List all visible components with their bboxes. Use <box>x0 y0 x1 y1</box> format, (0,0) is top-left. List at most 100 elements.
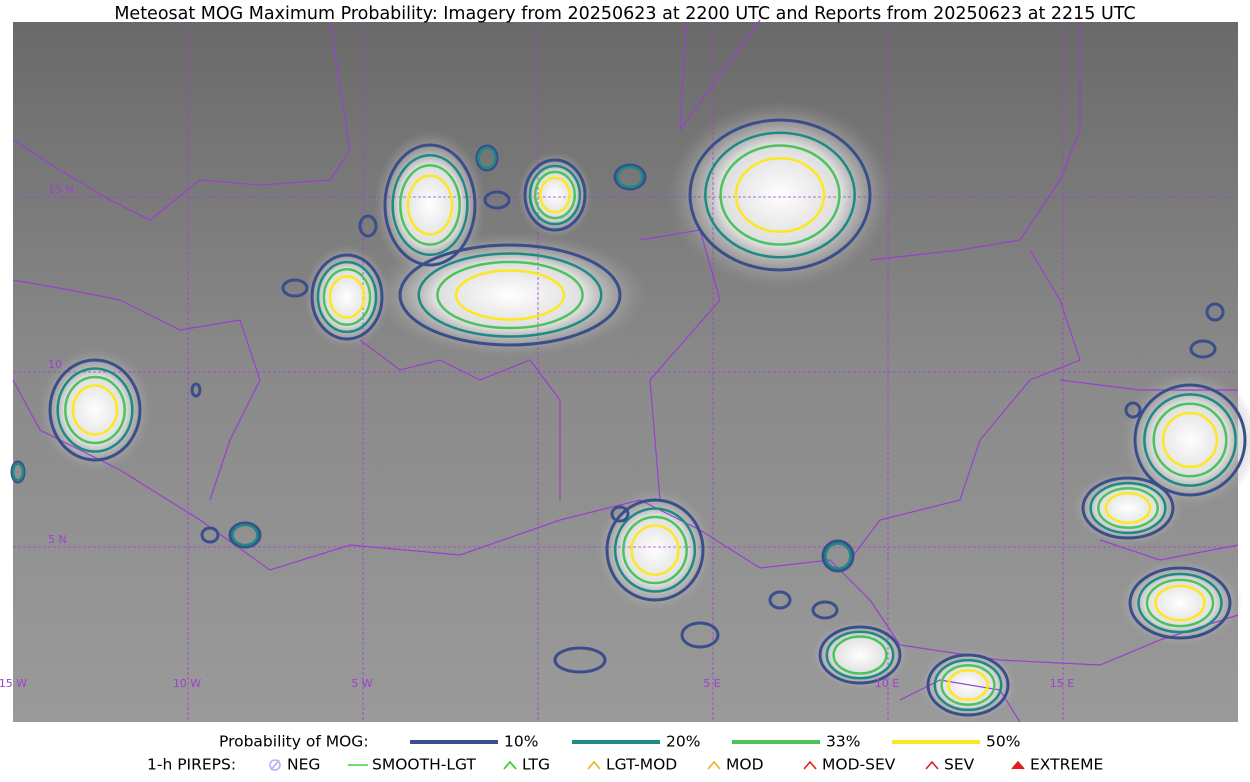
contour <box>483 190 511 210</box>
contour <box>825 630 895 680</box>
contour <box>316 260 378 334</box>
contour <box>1152 402 1228 478</box>
contour <box>734 157 826 233</box>
contour <box>358 214 378 238</box>
contour <box>383 143 477 267</box>
lat-label: 5 N <box>48 533 67 546</box>
contour <box>613 163 647 191</box>
cloud <box>517 151 593 239</box>
contour <box>1128 566 1232 640</box>
contour <box>821 539 855 573</box>
lon-label: 15 W <box>0 677 27 690</box>
contour <box>406 174 454 236</box>
contour <box>56 367 134 453</box>
contour <box>454 269 566 321</box>
contour <box>1097 486 1159 530</box>
contour <box>940 663 996 707</box>
contour <box>605 498 705 602</box>
contour <box>477 146 497 170</box>
contour <box>231 523 259 547</box>
contour <box>322 268 372 326</box>
lat-label: 15 N <box>48 183 74 196</box>
contour <box>417 252 603 338</box>
contour <box>398 243 622 347</box>
contour <box>528 164 582 226</box>
pirep-icon <box>925 760 939 770</box>
contour <box>190 382 202 398</box>
pirep-label: SMOOTH-LGT <box>372 756 476 774</box>
pirep-icon <box>587 760 601 770</box>
contour <box>399 164 461 246</box>
contour <box>475 144 499 172</box>
contour <box>719 144 841 246</box>
lon-label: 15 E <box>1050 677 1074 690</box>
cloud <box>1121 371 1250 509</box>
contour <box>926 653 1010 717</box>
contour <box>1089 481 1167 535</box>
legend-label: 10% <box>504 733 538 751</box>
pirep-label: LGT-MOD <box>606 756 677 774</box>
pirep-label: MOD <box>726 756 764 774</box>
contour <box>704 131 856 259</box>
contour <box>553 646 607 674</box>
pirep-icon <box>503 760 517 770</box>
contour <box>1205 302 1225 322</box>
contour <box>48 358 142 462</box>
contour <box>523 158 587 232</box>
contour <box>933 658 1003 712</box>
contour <box>824 542 852 570</box>
contour <box>1124 401 1142 419</box>
contour <box>613 507 697 593</box>
legend-title: Probability of MOG: <box>219 733 369 751</box>
lon-label: 10 W <box>173 677 201 690</box>
contour <box>533 170 577 220</box>
title: Meteosat MOG Maximum Probability: Imager… <box>114 4 1135 24</box>
contour <box>539 176 571 214</box>
contour <box>281 278 309 298</box>
pirep-icon <box>707 760 721 770</box>
pirep-label: SEV <box>944 756 975 774</box>
contour <box>1154 584 1206 622</box>
graticule <box>13 22 1238 722</box>
borders <box>12 19 1239 723</box>
cloud <box>810 620 910 690</box>
contour <box>228 521 262 549</box>
contour <box>71 384 119 436</box>
legend-title: 1-h PIREPS: <box>147 756 236 774</box>
contour <box>328 275 366 319</box>
contour <box>391 153 469 257</box>
legend-label: 50% <box>986 733 1020 751</box>
cloud <box>303 244 391 350</box>
lat-label: 10 <box>48 358 62 371</box>
legend: 10% 20% 33% 50% NEG SMOOTH-LGT LTG LGT-MOD MOD MO… <box>269 733 1103 774</box>
cloud <box>1071 470 1185 546</box>
pirep-label: LTG <box>522 756 550 774</box>
contour <box>11 462 25 482</box>
probability-contours <box>10 118 1247 717</box>
cloud <box>1117 559 1243 647</box>
contour <box>1104 492 1152 524</box>
contour <box>688 118 872 272</box>
contour <box>1145 578 1215 628</box>
contour <box>811 600 839 620</box>
pirep-icon <box>803 760 817 770</box>
legend-label: 20% <box>666 733 700 751</box>
contour <box>616 165 644 189</box>
contour <box>832 635 888 675</box>
lon-label: 5 W <box>351 677 372 690</box>
contour <box>818 625 902 685</box>
contour <box>947 669 989 701</box>
contour <box>622 515 688 585</box>
legend-label: 33% <box>826 733 860 751</box>
pirep-label: MOD-SEV <box>822 756 896 774</box>
contour <box>630 524 680 576</box>
contour <box>200 526 220 544</box>
contour <box>768 590 792 610</box>
pirep-icon <box>1011 760 1025 770</box>
lon-label: 10 E <box>875 677 899 690</box>
contour <box>680 621 720 649</box>
lon-label: 5 E <box>703 677 720 690</box>
contour <box>64 375 126 445</box>
pirep-icon <box>269 759 281 771</box>
